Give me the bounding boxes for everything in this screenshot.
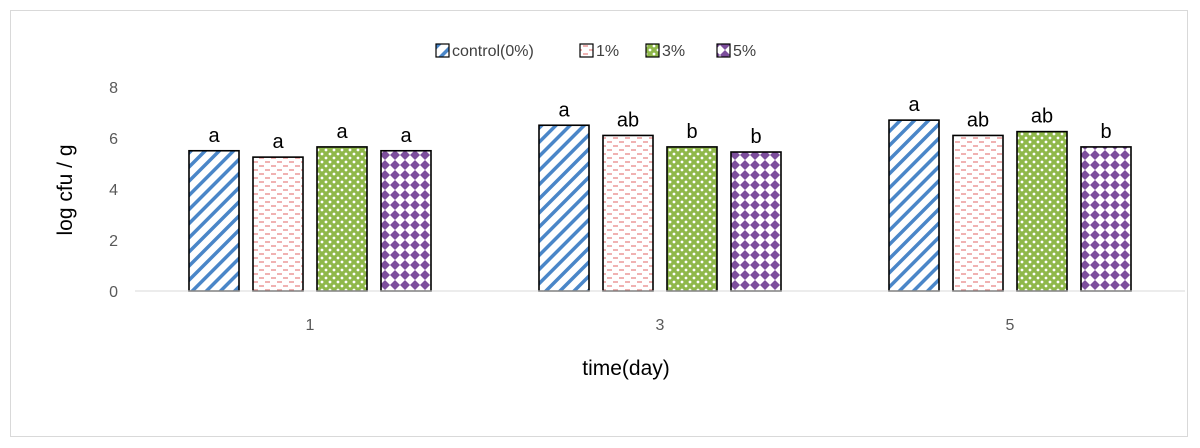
significance-label: ab xyxy=(967,109,989,131)
legend-label: 5% xyxy=(733,43,756,60)
legend-item: 5% xyxy=(716,43,756,60)
y-tick-label: 0 xyxy=(109,284,118,301)
significance-label: a xyxy=(558,99,570,121)
bar-3-3 xyxy=(730,151,782,292)
legend-label: 3% xyxy=(662,43,685,60)
bar-5-0 xyxy=(888,119,940,292)
bar-1-2 xyxy=(316,146,368,292)
x-tick-label: 3 xyxy=(656,317,665,334)
significance-label: b xyxy=(1100,121,1111,143)
legend-swatch xyxy=(435,43,450,58)
legend-swatch xyxy=(716,43,731,58)
significance-label: ab xyxy=(1031,106,1053,128)
bar-3-1 xyxy=(602,134,654,292)
legend-label: control(0%) xyxy=(452,43,534,60)
significance-label: a xyxy=(208,125,220,147)
legend-label: 1% xyxy=(596,43,619,60)
y-tick-label: 6 xyxy=(109,131,118,148)
legend-item: control(0%) xyxy=(435,43,534,60)
significance-label: b xyxy=(686,121,697,143)
y-tick-label: 2 xyxy=(109,233,118,250)
bar-1-1 xyxy=(252,156,304,292)
legend-item: 3% xyxy=(645,43,685,60)
significance-label: a xyxy=(400,125,412,147)
bar-1-3 xyxy=(380,149,432,292)
y-tick-label: 4 xyxy=(109,182,118,199)
bar-5-1 xyxy=(952,134,1004,292)
bar-3-2 xyxy=(666,146,718,292)
legend-swatch xyxy=(645,43,660,58)
significance-label: b xyxy=(750,126,761,148)
x-tick-label: 1 xyxy=(306,317,315,334)
bars: a a a a a ab b b a ab ab b xyxy=(188,94,1132,292)
legend-swatch xyxy=(579,43,594,58)
bar-5-3 xyxy=(1080,146,1132,292)
significance-label: ab xyxy=(617,109,639,131)
bar-5-2 xyxy=(1016,130,1068,292)
y-axis: 0 2 4 6 8 xyxy=(109,80,118,301)
bar-3-0 xyxy=(538,124,590,292)
significance-label: a xyxy=(272,131,284,153)
x-tick-label: 5 xyxy=(1006,317,1015,334)
bar-1-0 xyxy=(188,149,240,292)
significance-label: a xyxy=(908,94,920,116)
x-axis-title: time(day) xyxy=(582,357,670,380)
y-tick-label: 8 xyxy=(109,80,118,97)
x-axis: 1 3 5 xyxy=(135,290,1185,334)
significance-label: a xyxy=(336,121,348,143)
legend-item: 1% xyxy=(579,43,619,60)
y-axis-title: log cfu / g xyxy=(54,144,77,235)
legend: control(0%) 1% 3% 5% xyxy=(435,43,756,60)
